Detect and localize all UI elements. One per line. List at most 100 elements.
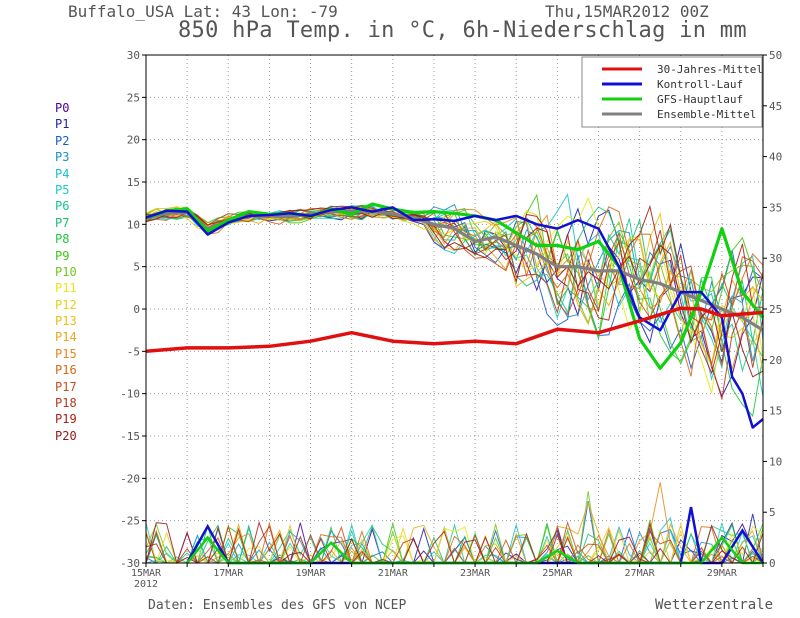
member-line-p13: [145, 206, 764, 346]
member-line-p4: [145, 193, 764, 381]
x-tick-label: 19MAR: [295, 568, 326, 579]
member-line-p6: [145, 210, 764, 373]
member-label: P6: [55, 199, 70, 214]
member-precip-p11: [145, 523, 764, 565]
y-right-tick-label: 5: [769, 506, 776, 519]
grid: [146, 55, 763, 563]
legend-label: Kontroll-Lauf: [657, 78, 743, 91]
member-line-p5: [145, 206, 764, 397]
x-tick-label: 15MAR 2012: [131, 568, 162, 590]
member-precip-p2: [145, 501, 764, 564]
member-precip-p8: [145, 522, 764, 565]
member-precip-p6: [145, 523, 763, 565]
x-tick-label: 23MAR: [460, 568, 491, 579]
legend: 30-Jahres-Mittel Kontroll-Lauf GFS-Hauptla…: [581, 56, 763, 128]
member-precip-p14: [146, 501, 764, 565]
member-label: P1: [55, 117, 70, 132]
run-date: Thu,15MAR2012 00Z: [545, 2, 709, 21]
member-label: P5: [55, 182, 70, 197]
member-precip-p17: [145, 520, 763, 565]
member-line-p7: [145, 206, 764, 342]
member-precip-p5: [145, 522, 764, 565]
member-precip-p7: [146, 523, 764, 565]
y-left-tick-label: 15: [127, 176, 140, 189]
member-line-p3: [145, 203, 764, 362]
x-tick-label: 27MAR: [625, 568, 656, 579]
y-left-tick-label: 10: [127, 218, 140, 231]
member-line-p20: [145, 207, 764, 378]
series-line-ensemble-mittel: [145, 210, 764, 332]
member-line-p17: [145, 208, 764, 321]
y-right-tick-label: 10: [769, 455, 782, 468]
member-precip-p15: [146, 482, 764, 564]
member-precip-p3: [146, 525, 764, 565]
member-precip-p4: [145, 516, 763, 565]
y-right-tick-label: 30: [769, 252, 782, 265]
x-tick-label: 29MAR: [707, 568, 738, 579]
highlight-series: [145, 202, 765, 429]
y-left-tick-label: -20: [120, 472, 140, 485]
brand-label: Wetterzentrale: [655, 597, 774, 613]
member-label: P2: [55, 133, 70, 148]
member-line-p15: [145, 208, 764, 370]
member-line-p14: [145, 210, 764, 366]
y-right-tick-label: 40: [769, 151, 782, 164]
series-line-kontroll-lauf: [145, 206, 764, 429]
y-right-tick-label: 15: [769, 405, 782, 418]
x-tick-label: 25MAR: [542, 568, 573, 579]
legend-frame: [581, 56, 763, 128]
member-label: P14: [55, 330, 77, 345]
member-label: P11: [55, 281, 77, 296]
legend-label: GFS-Hauptlauf: [657, 93, 743, 106]
y-left-tick-label: 30: [127, 49, 140, 62]
series-line-gfs-hauptlauf: [145, 202, 765, 370]
member-line-p18: [145, 205, 764, 400]
y-left-tick-label: -25: [120, 515, 140, 528]
y-left-tick-label: -30: [120, 557, 140, 570]
member-line-p16: [145, 206, 764, 377]
precip-line-main: [186, 535, 763, 565]
y-right-tick-label: 45: [769, 100, 782, 113]
y-right-tick-label: 25: [769, 303, 782, 316]
member-precip-p20: [145, 522, 763, 564]
member-precip-p19: [145, 520, 764, 565]
y-left-tick-label: -10: [120, 388, 140, 401]
y-right-tick-label: 50: [769, 49, 782, 62]
legend-label: 30-Jahres-Mittel: [657, 63, 763, 76]
member-label: P20: [55, 428, 77, 443]
member-line-p19: [145, 204, 764, 375]
member-line-p9: [145, 193, 764, 365]
member-label: P18: [55, 396, 77, 411]
plot-frame: [145, 54, 764, 564]
member-label: P15: [55, 346, 77, 361]
member-label: P17: [55, 379, 77, 394]
member-precip-p13: [146, 522, 764, 565]
y-left-tick-label: -5: [127, 345, 140, 358]
legend-label: Ensemble-Mittel: [657, 108, 756, 121]
y-left-tick-label: 0: [133, 303, 140, 316]
member-precip-p10: [145, 491, 764, 565]
y-right-tick-label: 0: [769, 557, 776, 570]
member-precip-p16: [146, 521, 763, 565]
member-label: P7: [55, 215, 70, 230]
chart-title: 850 hPa Temp. in °C, 6h-Niederschlag in …: [178, 18, 747, 43]
member-label: P10: [55, 264, 77, 279]
y-right-tick-label: 20: [769, 354, 782, 367]
member-label: P8: [55, 232, 70, 247]
location-header: Buffalo_USA Lat: 43 Lon: -79: [68, 2, 338, 21]
member-legend: P0 P1 P2 P3 P4 P5 P6 P7 P8 P9 P10 P11 P12 P13 P14 P15 P1…: [55, 100, 77, 444]
precipitation-lines: [186, 506, 765, 565]
member-label: P9: [55, 248, 70, 263]
ensemble-member-lines: [145, 193, 764, 565]
member-label: P16: [55, 363, 77, 378]
axes: 302520151050-5-10-15-20-25-3050454035302…: [120, 49, 782, 590]
member-line-p1: [145, 207, 764, 363]
member-line-p0: [145, 207, 764, 398]
member-precip-p9: [145, 521, 764, 564]
series-line-30-jahres-mittel: [145, 306, 764, 354]
member-precip-p0: [146, 521, 764, 565]
member-label: P13: [55, 314, 77, 329]
member-precip-p18: [145, 522, 764, 565]
